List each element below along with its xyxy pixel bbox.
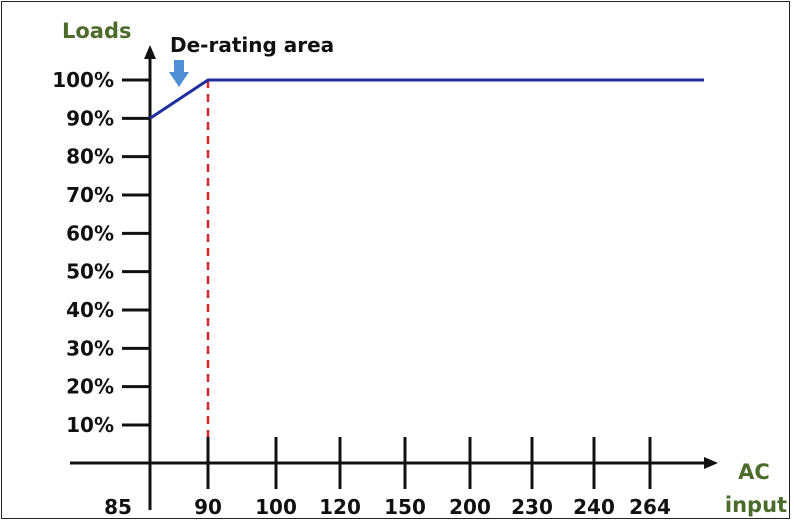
down-arrow-icon: [169, 60, 189, 87]
x-tick-label: 100: [255, 495, 297, 519]
x-tick-label: 120: [319, 495, 361, 519]
x-tick-label: 85: [104, 495, 132, 519]
x-tick-label: 150: [384, 495, 426, 519]
x-tick-label: 240: [573, 495, 615, 519]
x-tick-label: 264: [629, 495, 671, 519]
y-tick-label: 100%: [52, 68, 114, 92]
y-tick-label: 90%: [66, 106, 114, 130]
x-tick-label: 90: [194, 495, 222, 519]
x-tick-label: 200: [449, 495, 491, 519]
x-axis-arrow-icon: [704, 457, 718, 469]
y-tick-label: 40%: [66, 298, 114, 322]
x-ticks: 85 90 100 120 150 200 230 240 264: [104, 437, 671, 519]
y-tick-label: 70%: [66, 183, 114, 207]
y-ticks: 10% 20% 30% 40% 50% 60% 70% 80% 90% 100%: [52, 68, 150, 437]
derating-area-label: De-rating area: [170, 33, 334, 57]
y-tick-label: 80%: [66, 145, 114, 169]
y-tick-label: 10%: [66, 413, 114, 437]
x-axis-title-line-2: input: [725, 493, 787, 517]
y-axis-arrow-icon: [144, 45, 156, 59]
y-axis-title: Loads: [62, 19, 132, 43]
series-line: [149, 78, 704, 120]
y-tick-label: 50%: [66, 260, 114, 284]
y-tick-label: 60%: [66, 221, 114, 245]
x-axis-title-line-1: AC: [738, 460, 770, 484]
axes: [70, 45, 718, 510]
x-tick-label: 230: [511, 495, 553, 519]
y-tick-label: 30%: [66, 336, 114, 360]
y-tick-label: 20%: [66, 375, 114, 399]
